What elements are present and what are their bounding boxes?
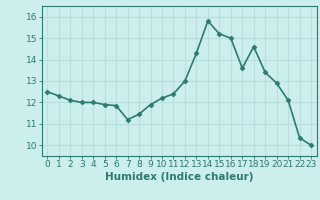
X-axis label: Humidex (Indice chaleur): Humidex (Indice chaleur) — [105, 172, 253, 182]
